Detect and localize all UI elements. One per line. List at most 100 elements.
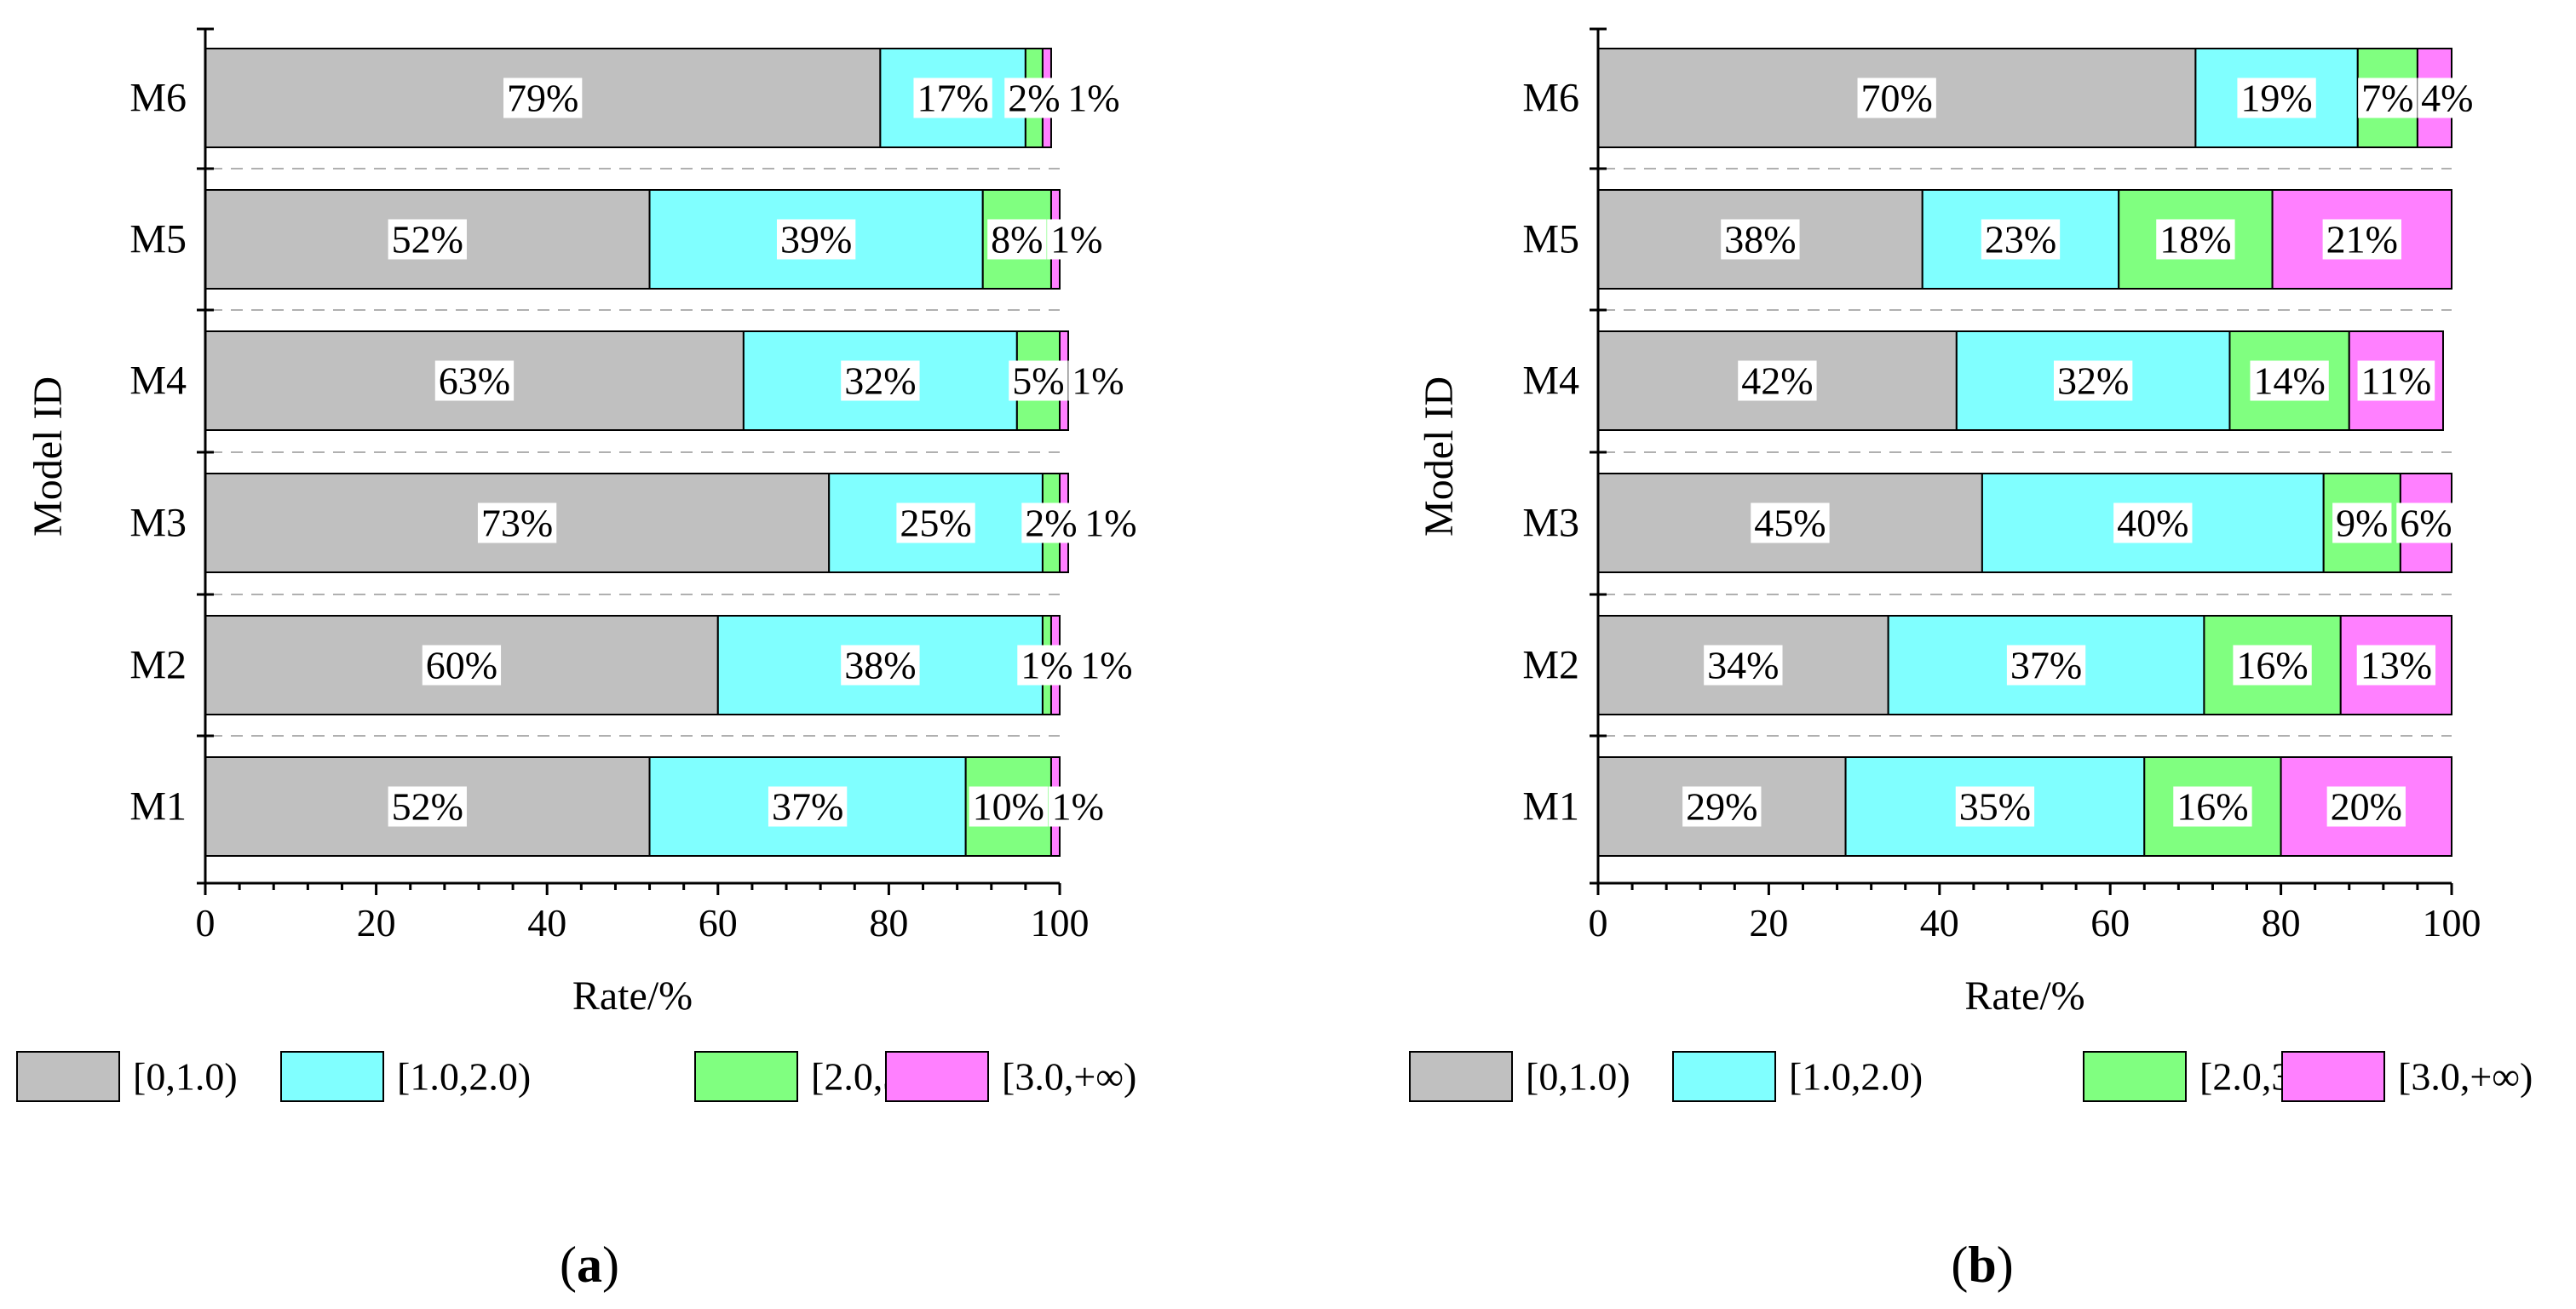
panel-a-label-M6-s1-bg bbox=[913, 78, 992, 118]
panel-b-x-axis-title: Rate/% bbox=[1964, 973, 2084, 1019]
panel-b-x-tick-label: 100 bbox=[2423, 901, 2481, 944]
panel-b-label-M5-s0-bg bbox=[1721, 219, 1800, 260]
panel-a-label-M1-s3-bg bbox=[1048, 786, 1107, 827]
panel-a-label-M2-s2: 1% bbox=[1021, 644, 1072, 687]
panel-b-label-M1-s0: 29% bbox=[1686, 785, 1757, 829]
panel-b-label-M2-s2: 16% bbox=[2236, 644, 2308, 687]
panel-a-label-M3-s1-bg bbox=[896, 502, 975, 543]
panel-b-label-M3-s2: 9% bbox=[2336, 502, 2388, 545]
panel-b-label-M4-s3: 11% bbox=[2361, 359, 2432, 403]
panel-a-x-tick-label: 80 bbox=[869, 901, 908, 944]
panel-b-label-M1-s2: 16% bbox=[2176, 785, 2248, 829]
panel-b-label-M4-s3-bg bbox=[2357, 360, 2435, 401]
panel-a-label-M2-s0-bg bbox=[422, 645, 502, 686]
panel-b-label-M6-s3: 4% bbox=[2421, 77, 2473, 120]
panel-b-label-M2-s3-bg bbox=[2356, 645, 2436, 686]
panel-a-label-M5-s2-bg bbox=[987, 219, 1047, 260]
panel-a-label-M4-s3-bg bbox=[1068, 360, 1128, 401]
panel-b-bar-M5-s3 bbox=[2271, 189, 2453, 290]
panel-b-label-M3-s1: 40% bbox=[2117, 502, 2188, 545]
panel-a-legend-swatch-s3 bbox=[885, 1051, 989, 1102]
panel-a-label-M2-s2-bg bbox=[1017, 645, 1077, 686]
panel-b-label-M3-s1-bg bbox=[2113, 502, 2193, 543]
panel-b-label-M6-s0: 70% bbox=[1861, 77, 1933, 120]
panel-a-y-axis-title: Model ID bbox=[26, 376, 71, 537]
panel-a-label-M6-s3-bg bbox=[1064, 78, 1124, 118]
panel-a-label-M1-s0-bg bbox=[388, 786, 467, 827]
panel-b-label-M6-s3-bg bbox=[2418, 78, 2477, 118]
panel-b-label-M1-s3-bg bbox=[2326, 786, 2406, 827]
panel-b-label-M5-s0: 38% bbox=[1724, 218, 1796, 261]
panel-b-label-M3-s3-bg bbox=[2396, 502, 2456, 543]
panel-a-category-label: M2 bbox=[129, 643, 187, 688]
panel-a-label-M2-s0: 60% bbox=[426, 644, 497, 687]
panel-b-x-tick-label: 60 bbox=[2090, 901, 2130, 944]
panel-a-label-M6-s2-bg bbox=[1004, 78, 1064, 118]
panel-b-label-M5-s1-bg bbox=[1981, 219, 2061, 260]
panel-a-x-axis-title: Rate/% bbox=[572, 973, 693, 1019]
panel-b-label-M2-s3: 13% bbox=[2360, 644, 2432, 687]
panel-b-label-M1-s1: 35% bbox=[1959, 785, 2031, 829]
panel-b-label-M3-s0: 45% bbox=[1754, 502, 1826, 545]
panel-a-category-label: M3 bbox=[129, 501, 187, 546]
panel-a-label-M4-s0: 63% bbox=[439, 359, 510, 403]
panel-b-label-M4-s0-bg bbox=[1738, 360, 1817, 401]
panel-b-label-M6-s2-bg bbox=[2358, 78, 2418, 118]
panel-a-x-tick-label: 60 bbox=[699, 901, 738, 944]
panel-a-label-M4-s1-bg bbox=[841, 360, 920, 401]
panel-a-label-M3-s2-bg bbox=[1021, 502, 1081, 543]
panel-b-label-M1-s0-bg bbox=[1682, 786, 1762, 827]
panel-b-label-M2-s0-bg bbox=[1704, 645, 1783, 686]
panel-b-label-M4-s2-bg bbox=[2250, 360, 2329, 401]
panel-a-label-M3-s2: 2% bbox=[1025, 502, 1077, 545]
panel-b-label-M5-s3-bg bbox=[2322, 219, 2401, 260]
panel-a-x-tick-label: 20 bbox=[357, 901, 396, 944]
panel-a-label-M6-s0: 79% bbox=[507, 77, 578, 120]
panel-b-category-label: M5 bbox=[1522, 217, 1579, 262]
panel-b-label-M5-s3: 21% bbox=[2326, 218, 2398, 261]
panel-a-x-tick-label: 40 bbox=[527, 901, 566, 944]
panel-a-label-M3-s3-bg bbox=[1081, 502, 1141, 543]
panel-a-label-M3-s0-bg bbox=[477, 502, 557, 543]
panel-label-paren: ) bbox=[602, 1237, 619, 1293]
panel-a-label-M3-s0: 73% bbox=[481, 502, 553, 545]
panel-b-legend-label-s0: [0,1.0) bbox=[1526, 1055, 1630, 1099]
panel-b-legend-swatch-s2 bbox=[2083, 1051, 2187, 1102]
panel-b-label-M1-s1-bg bbox=[1955, 786, 2035, 827]
panel-b-label-M2-s1-bg bbox=[2006, 645, 2086, 686]
panel-a-label-M3-s1: 25% bbox=[900, 502, 971, 545]
panel-b-legend-label-s1: [1.0,2.0) bbox=[1789, 1055, 1923, 1099]
panel-a-category-label: M4 bbox=[129, 359, 187, 404]
panel-label-letter: b bbox=[1968, 1237, 1996, 1293]
panel-a-label-M1-s1-bg bbox=[768, 786, 848, 827]
panel-a-panel-label: (a) bbox=[560, 1237, 619, 1293]
panel-a-label-M5-s3: 1% bbox=[1050, 218, 1102, 261]
panel-a-label-M5-s1: 39% bbox=[780, 218, 852, 261]
panel-a-label-M1-s2: 10% bbox=[973, 785, 1044, 829]
panel-a-label-M4-s3: 1% bbox=[1072, 359, 1124, 403]
panel-b-label-M3-s3: 6% bbox=[2400, 502, 2452, 545]
panel-a-label-M5-s1-bg bbox=[776, 219, 856, 260]
panel-b-label-M5-s2: 18% bbox=[2159, 218, 2231, 261]
panel-a-legend-swatch-s0 bbox=[16, 1051, 120, 1102]
panel-a-legend-swatch-s2 bbox=[694, 1051, 798, 1102]
panel-a-x-tick-label: 100 bbox=[1031, 901, 1090, 944]
panel-b-label-M6-s1-bg bbox=[2237, 78, 2316, 118]
panel-label-paren: ( bbox=[560, 1237, 577, 1293]
panel-a-label-M6-s3: 1% bbox=[1067, 77, 1119, 120]
panel-a-label-M6-s1: 17% bbox=[917, 77, 988, 120]
panel-a-label-M2-s3: 1% bbox=[1080, 644, 1132, 687]
panel-a-label-M3-s3: 1% bbox=[1084, 502, 1136, 545]
panel-a-legend-swatch-s1 bbox=[280, 1051, 384, 1102]
panel-a-label-M5-s0: 52% bbox=[392, 218, 463, 261]
panel-b-label-M4-s2: 14% bbox=[2253, 359, 2325, 403]
panel-b-label-M4-s0: 42% bbox=[1741, 359, 1813, 403]
panel-a-label-M1-s3: 1% bbox=[1052, 785, 1104, 829]
panel-b-x-tick-label: 40 bbox=[1920, 901, 1959, 944]
panel-a-label-M5-s0-bg bbox=[388, 219, 467, 260]
panel-a-label-M4-s2: 5% bbox=[1012, 359, 1064, 403]
panel-a-label-M2-s1: 38% bbox=[844, 644, 916, 687]
panel-b-label-M6-s1: 19% bbox=[2240, 77, 2312, 120]
panel-a-label-M5-s2: 8% bbox=[991, 218, 1043, 261]
